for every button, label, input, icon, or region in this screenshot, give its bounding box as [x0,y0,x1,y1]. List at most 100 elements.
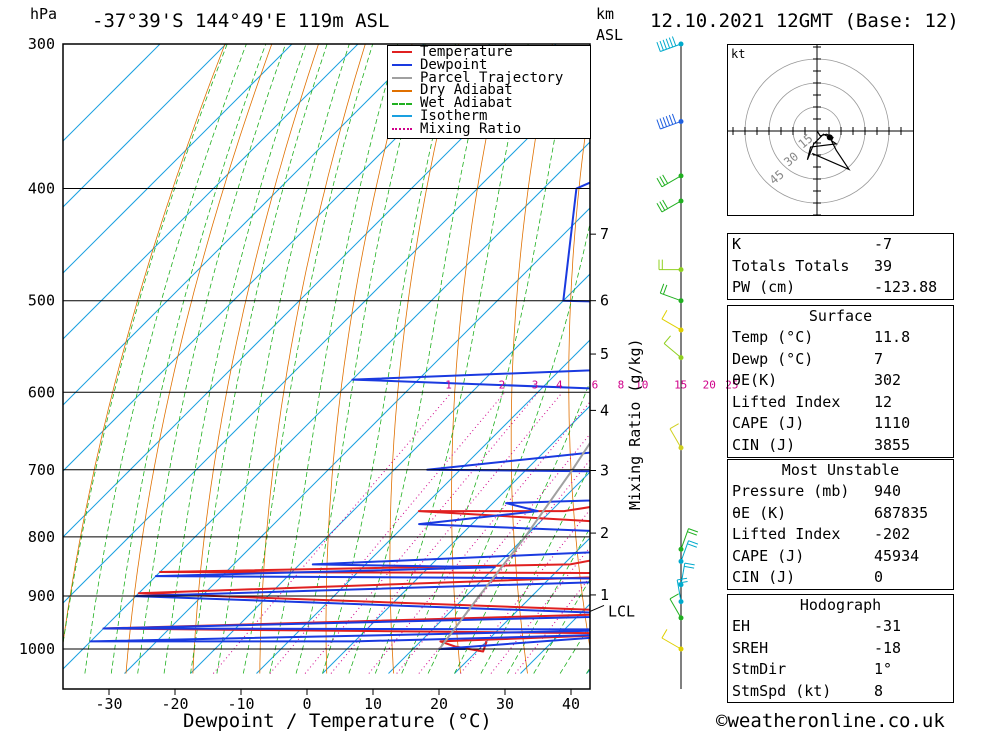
isotherm-line [63,44,227,208]
mixing-ratio-line [212,391,452,674]
surface-row: CAPE (J) 1110 [728,413,953,435]
wet-adiabat-line [401,44,574,674]
isotherm-line [63,44,293,274]
km-axis-label: km [596,5,615,23]
wet-adiabat-line [295,44,426,674]
surface-value: 302 [874,371,902,390]
legend-swatch [392,128,412,131]
hpa-axis-label: hPa [30,5,58,23]
hodo-table-value: 1° [874,660,893,679]
indices-row: Totals Totals 39 [728,256,953,278]
mixing-ratio-axis-title: Mixing Ratio (g/kg) [626,338,644,510]
dry-adiabat-line [325,44,413,674]
legend-label: Isotherm [420,107,488,124]
wet-adiabat-line [348,44,490,674]
wet-adiabat-line [63,44,228,646]
most-unstable-value: 45934 [874,546,920,565]
dry-adiabat-line [973,44,1000,674]
indices-label: K [732,235,742,253]
parcel-trajectory-series-line [438,441,590,650]
legend-item: Temperature [388,45,590,59]
hodo-table-value: -31 [874,617,902,635]
wet-adiabat-line [163,44,307,674]
hodo-table-value: -18 [874,638,902,657]
temperature-series-line [102,506,590,653]
wet-adiabat-line [322,44,456,674]
dewpoint-series-line [89,181,590,650]
km-tick-label: 5 [600,345,609,363]
pressure-tick-label: 800 [28,528,55,546]
km-tick-label: 6 [600,292,609,310]
indices-table: K -7 Totals Totals 39 PW (cm) -123.88 [727,233,954,300]
legend-swatch [392,89,412,92]
most-unstable-row: CIN (J) 0 [728,567,953,589]
mixing-ratio-label: 4 [556,378,563,391]
wet-adiabat-line [374,44,529,674]
most-unstable-label: CIN (J) [732,568,796,587]
mixing-ratio-label: 25 [725,378,738,391]
wet-adiabat-line [137,44,286,674]
mixing-ratio-label: 3 [532,378,539,391]
hodo-table-label: SREH [732,638,769,657]
legend-label: Dry Adiabat [420,82,513,99]
pressure-tick-label: 500 [28,292,55,310]
surface-label: Dewp (°C) [732,349,814,368]
surface-label: CIN (J) [732,435,796,454]
dry-adiabat-line [63,44,226,647]
isotherm-line [454,537,590,674]
wind-barb [676,577,688,605]
wet-adiabat-line [110,44,267,674]
isotherm-line [124,207,590,674]
x-tick-label: 10 [364,695,382,713]
wind-barb [659,283,684,304]
legend-swatch [392,115,412,118]
most-unstable-value: 687835 [874,503,929,522]
dry-adiabat-line [259,44,366,674]
most-unstable-label: Pressure (mb) [732,482,850,500]
surface-value: 3855 [874,435,911,454]
pressure-tick-label: 600 [28,383,55,401]
wind-barb [669,423,684,451]
legend-item: Dry Adiabat [388,84,590,97]
dry-adiabat-line [192,44,319,674]
indices-value: -123.88 [874,278,938,297]
surface-value: 11.8 [874,328,911,346]
asl-axis-label: ASL [596,26,624,44]
most-unstable-row: Pressure (mb) 940 [728,481,953,503]
most-unstable-value: 940 [874,482,902,500]
hodo-table-row: EH -31 [728,616,953,638]
mixing-ratio-label: 20 [703,378,716,391]
surface-row: CIN (J) 3855 [728,435,953,457]
copyright[interactable]: ©weatheronline.co.uk [716,710,945,732]
mixing-ratio-label: 2 [499,378,506,391]
legend-swatch [392,51,412,54]
surface-row: Temp (°C) 11.8 [728,327,953,349]
mixing-ratio-label: 10 [635,378,648,391]
wet-adiabat-line [427,221,590,674]
most-unstable-row: θE (K) 687835 [728,503,953,525]
isotherm-line [63,44,359,340]
x-tick-label: -10 [227,695,254,713]
x-tick-label: 40 [562,695,580,713]
wind-barb [678,562,695,588]
legend-label: Dewpoint [420,56,488,73]
pressure-tick-label: 300 [28,35,55,53]
wind-barb [656,173,684,188]
wind-barb [658,259,684,273]
isotherm-line [63,75,590,604]
wind-barb [663,335,684,361]
dry-adiabat-line [125,44,273,674]
legend-swatch [392,64,412,67]
isotherm-line [63,141,590,670]
surface-value: 12 [874,392,893,411]
surface-label: θE(K) [732,371,778,390]
hodograph-table-title: Hodograph [799,596,882,614]
surface-title: Surface [808,307,873,325]
wet-adiabat-line [190,44,328,674]
hodo-table-row: StmSpd (kt) 8 [728,681,953,703]
pressure-tick-label: 700 [28,461,55,479]
most-unstable-row: Lifted Index -202 [728,524,953,546]
legend-item: Isotherm [388,107,590,124]
